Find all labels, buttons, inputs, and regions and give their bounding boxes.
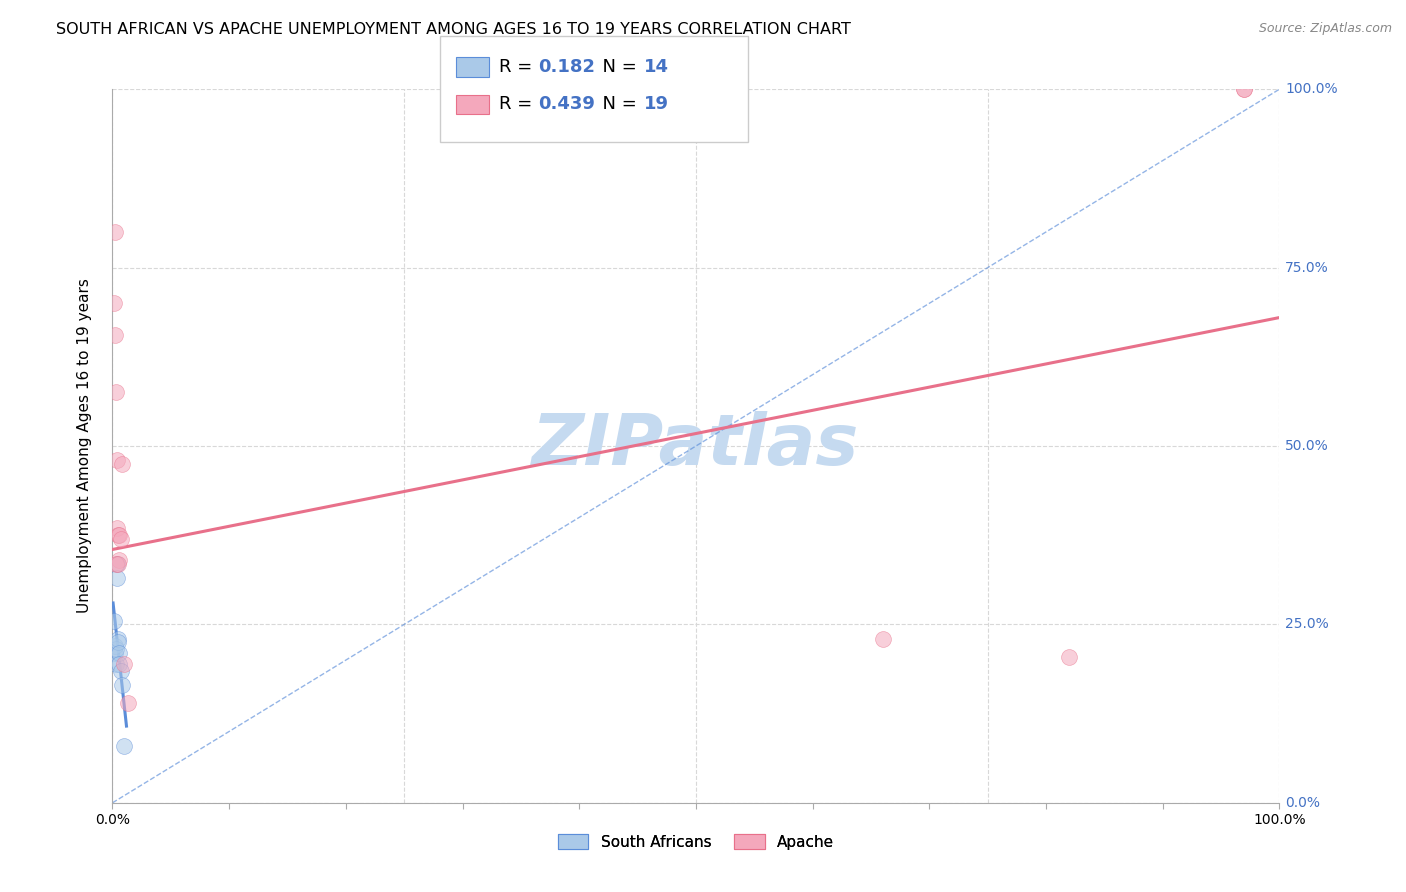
Point [107,632,129,646]
Point [1059,649,1081,664]
Point [104,657,127,671]
Text: R =: R = [499,95,538,113]
Point [111,457,134,471]
Point [107,635,129,649]
Text: N =: N = [591,58,643,76]
Text: SOUTH AFRICAN VS APACHE UNEMPLOYMENT AMONG AGES 16 TO 19 YEARS CORRELATION CHART: SOUTH AFRICAN VS APACHE UNEMPLOYMENT AMO… [56,22,851,37]
Text: 100.0%: 100.0% [1285,82,1339,96]
Point [104,385,127,400]
Point [103,296,125,310]
Point [1233,82,1256,96]
Point [104,642,127,657]
Text: R =: R = [499,58,538,76]
Point [111,678,134,692]
Point [104,328,127,343]
Point [108,528,131,542]
Point [105,453,128,467]
Text: 25.0%: 25.0% [1285,617,1329,632]
Point [872,632,894,646]
Point [112,657,135,671]
Point [104,557,127,571]
Point [108,657,131,671]
Legend: South Africans, Apache: South Africans, Apache [551,828,841,855]
Point [117,696,139,710]
Point [108,646,131,660]
Point [107,557,129,571]
Text: 19: 19 [644,95,669,113]
Point [110,664,132,678]
Text: 0.182: 0.182 [538,58,596,76]
Point [105,557,128,571]
Text: 0.0%: 0.0% [1285,796,1320,810]
Text: N =: N = [591,95,643,113]
Point [107,528,129,542]
Text: 50.0%: 50.0% [1285,439,1329,453]
Text: 75.0%: 75.0% [1285,260,1329,275]
Point [104,225,127,239]
Point [105,571,128,585]
Point [1233,82,1256,96]
Point [112,739,135,753]
Text: Source: ZipAtlas.com: Source: ZipAtlas.com [1258,22,1392,36]
Point [103,614,125,628]
Point [105,521,128,535]
Point [104,646,127,660]
Y-axis label: Unemployment Among Ages 16 to 19 years: Unemployment Among Ages 16 to 19 years [77,278,91,614]
Text: 0.439: 0.439 [538,95,595,113]
Point [110,532,132,546]
Text: 14: 14 [644,58,669,76]
Text: ZIPatlas: ZIPatlas [533,411,859,481]
Point [104,639,127,653]
Point [108,553,131,567]
